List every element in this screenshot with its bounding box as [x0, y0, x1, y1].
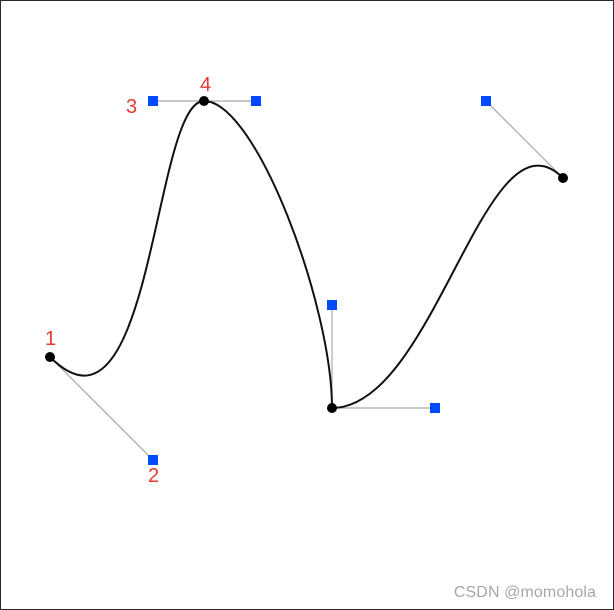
anchor-point-mid[interactable]: [327, 403, 337, 413]
anchor-point-4[interactable]: [199, 96, 209, 106]
label-4: 4: [200, 74, 211, 96]
control-handle-end[interactable]: [481, 96, 491, 106]
handle-lines: [49, 100, 564, 461]
anchor-points: [45, 96, 568, 413]
label-1: 1: [45, 328, 56, 350]
control-handle-2[interactable]: [148, 455, 158, 465]
control-handle-3[interactable]: [148, 96, 158, 106]
label-2: 2: [148, 465, 159, 487]
anchor-point-end[interactable]: [558, 173, 568, 183]
control-handle-mid-right[interactable]: [430, 403, 440, 413]
control-handle-4-right[interactable]: [251, 96, 261, 106]
label-3: 3: [126, 96, 137, 118]
handle-line-end: [485, 100, 564, 179]
handle-line-1-2: [49, 356, 154, 461]
point-labels: 1 2 3 4: [45, 74, 211, 487]
control-handle-mid-top[interactable]: [327, 300, 337, 310]
anchor-point-1[interactable]: [45, 352, 55, 362]
control-handles: [148, 96, 491, 465]
bezier-curve: [49, 99, 564, 410]
watermark-text: CSDN @momohola: [453, 584, 596, 601]
